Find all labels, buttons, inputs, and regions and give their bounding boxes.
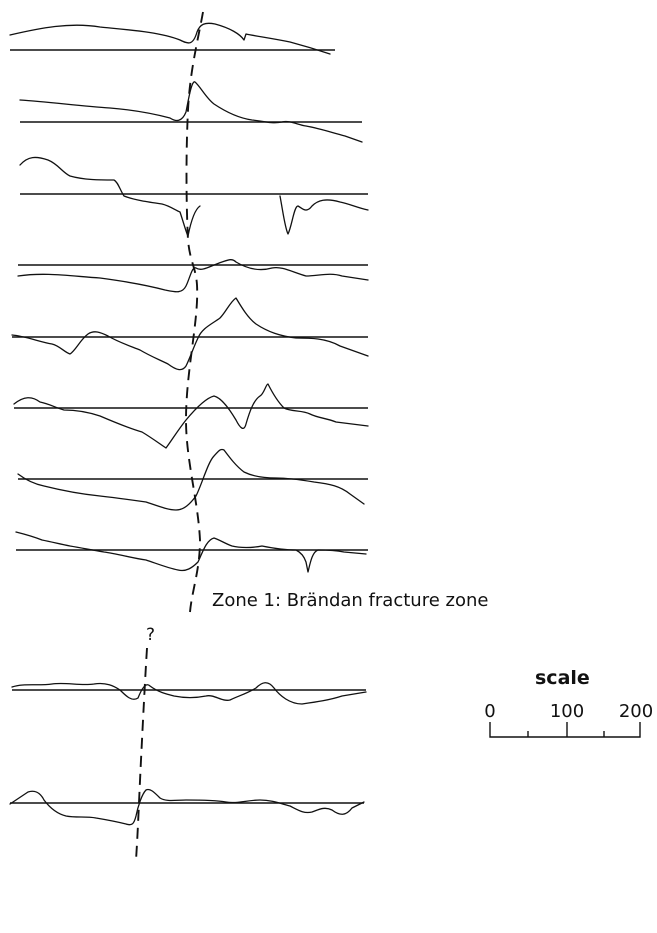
profile-2 [19, 81, 363, 143]
zone-1-label: Zone 1: Brändan fracture zone [212, 590, 488, 611]
scale-bar [489, 722, 641, 738]
profile-7-trace [17, 448, 365, 511]
profile-1 [9, 22, 335, 55]
scale-title: scale [535, 667, 590, 689]
fracture-dashed-line-upper [185, 11, 204, 613]
scale-tick-0: 0 [484, 701, 495, 722]
profile-5 [11, 297, 369, 371]
profile-3-trace [19, 156, 369, 237]
profile-10-trace [9, 788, 365, 826]
fracture-dashed-line-lower [135, 647, 148, 861]
profile-9 [11, 682, 367, 705]
profile-9-trace [11, 682, 367, 705]
profile-10 [9, 788, 365, 826]
profile-4-trace [17, 259, 369, 293]
scale-legend: scale 0 100 200 [484, 667, 653, 738]
profile-6-trace [13, 383, 369, 449]
scale-tick-200: 200 [619, 701, 653, 722]
profile-6 [13, 383, 369, 449]
scale-tick-100: 100 [550, 701, 584, 722]
profile-8 [15, 531, 368, 573]
profile-3 [19, 156, 369, 237]
uncertain-marker: ? [146, 625, 155, 645]
profile-1-trace [9, 22, 331, 55]
profile-5-trace [11, 297, 369, 371]
profile-2-trace [19, 81, 363, 143]
profile-8-trace [15, 531, 367, 573]
